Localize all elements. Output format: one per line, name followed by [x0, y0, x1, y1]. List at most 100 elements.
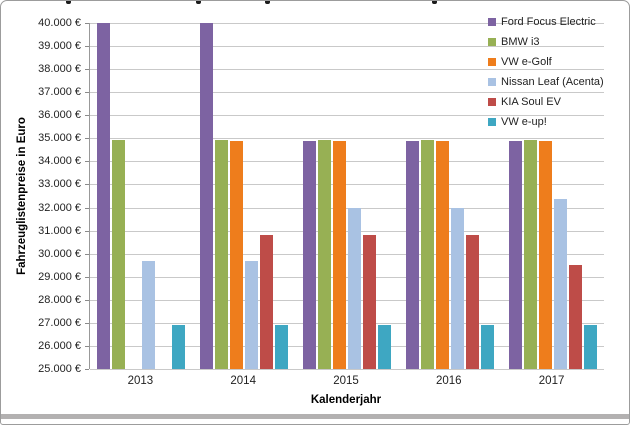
bar-nissan-leaf-acenta--2017 — [553, 199, 567, 369]
gridline — [90, 184, 604, 186]
legend-label: VW e-Golf — [501, 56, 552, 68]
gridline — [90, 161, 604, 163]
bar-bmw-i3-2016 — [420, 139, 434, 369]
bar-bmw-i3-2013 — [112, 139, 126, 369]
gridline — [90, 230, 604, 232]
legend-label: BMW i3 — [501, 36, 540, 48]
y-tick-label: 36.000 € — [38, 109, 81, 122]
legend-item: VW e-up! — [488, 116, 604, 128]
y-axis-tick — [85, 161, 89, 163]
x-tick-label-2013: 2013 — [127, 375, 154, 387]
y-axis-tick — [85, 184, 89, 186]
bar-nissan-leaf-acenta--2014 — [245, 260, 259, 369]
bar-vw-e-up--2013 — [172, 325, 186, 369]
y-axis-tick — [85, 92, 89, 94]
y-tick-label: 28.000 € — [38, 293, 81, 306]
legend-label: KIA Soul EV — [501, 96, 561, 108]
y-tick-label: 27.000 € — [38, 316, 81, 329]
cropped-title-descender — [196, 1, 201, 4]
y-tick-label: 39.000 € — [38, 40, 81, 53]
gridline — [90, 322, 604, 324]
x-tick-label-2017: 2017 — [538, 375, 565, 387]
legend-swatch-icon — [488, 58, 496, 66]
bar-vw-e-up--2017 — [583, 325, 597, 369]
gridline — [90, 23, 604, 24]
y-tick-label: 37.000 € — [38, 86, 81, 99]
bar-ford-focus-electric-2013 — [97, 23, 111, 369]
legend-item: VW e-Golf — [488, 56, 604, 68]
legend-swatch-icon — [488, 118, 496, 126]
gridline — [90, 69, 604, 71]
cropped-title-descender — [265, 1, 270, 4]
bar-kia-soul-ev-2016 — [465, 235, 479, 369]
gridline — [90, 92, 604, 94]
legend-swatch-icon — [488, 98, 496, 106]
bar-group-2015 — [296, 23, 399, 369]
bar-vw-e-up--2016 — [480, 325, 494, 369]
y-axis-tick — [85, 207, 89, 209]
y-tick-label: 38.000 € — [38, 63, 81, 76]
y-axis-tick — [85, 369, 89, 370]
bar-bmw-i3-2015 — [317, 139, 331, 369]
y-tick-label: 34.000 € — [38, 155, 81, 168]
bar-nissan-leaf-acenta--2013 — [142, 260, 156, 369]
bar-group-2017 — [501, 23, 604, 369]
gridline — [90, 299, 604, 301]
legend-label: Ford Focus Electric — [501, 16, 596, 28]
legend-label: Nissan Leaf (Acenta) — [501, 76, 604, 88]
bar-vw-e-golf-2017 — [538, 140, 552, 369]
bar-kia-soul-ev-2017 — [568, 265, 582, 369]
gridline — [90, 253, 604, 255]
legend-swatch-icon — [488, 78, 496, 86]
bar-kia-soul-ev-2014 — [260, 235, 274, 369]
bar-nissan-leaf-acenta--2016 — [450, 207, 464, 369]
gridline — [90, 369, 604, 370]
legend-item: Nissan Leaf (Acenta) — [488, 76, 604, 88]
bar-kia-soul-ev-2015 — [362, 235, 376, 369]
cropped-title-descender — [432, 1, 437, 4]
y-axis-tick — [85, 115, 89, 117]
bar-vw-e-golf-2014 — [230, 140, 244, 369]
frame-bottom-band — [1, 414, 629, 419]
cropped-title-descender — [66, 1, 71, 4]
y-tick-label: 29.000 € — [38, 270, 81, 283]
y-tick-label: 32.000 € — [38, 201, 81, 214]
gridline — [90, 138, 604, 140]
bar-group-2013 — [90, 23, 193, 369]
bar-vw-e-up--2015 — [377, 325, 391, 369]
y-axis-tick — [85, 138, 89, 140]
x-tick-label-2016: 2016 — [435, 375, 462, 387]
plot-area — [85, 23, 604, 370]
y-tick-label: 25.000 € — [38, 363, 81, 375]
legend-label: VW e-up! — [501, 116, 547, 128]
y-axis-tick — [85, 46, 89, 48]
gridline — [90, 115, 604, 117]
bar-ford-focus-electric-2015 — [302, 140, 316, 369]
bar-group-2016 — [398, 23, 501, 369]
x-axis-tick-labels: 2013 2014 2015 2016 2017 — [89, 375, 603, 387]
gridline — [90, 46, 604, 48]
legend-swatch-icon — [488, 38, 496, 46]
bar-bmw-i3-2017 — [523, 139, 537, 369]
y-axis-tick — [85, 230, 89, 232]
y-axis-tick — [85, 23, 89, 24]
bar-ford-focus-electric-2014 — [200, 23, 214, 369]
x-tick-label-2014: 2014 — [230, 375, 256, 387]
bar-groups — [90, 23, 604, 369]
x-tick-label-2015: 2015 — [333, 375, 359, 387]
y-tick-label: 26.000 € — [38, 339, 81, 352]
bar-ford-focus-electric-2017 — [508, 140, 522, 369]
x-axis-title: Kalenderjahr — [310, 394, 382, 406]
y-tick-label: 31.000 € — [38, 224, 81, 237]
bar-group-2014 — [193, 23, 296, 369]
y-axis-tick — [85, 299, 89, 301]
bar-bmw-i3-2014 — [215, 139, 229, 369]
y-axis-tick — [85, 322, 89, 324]
legend-swatch-icon — [488, 18, 496, 26]
y-tick-label: 30.000 € — [38, 247, 81, 260]
bar-vw-e-up--2014 — [275, 325, 289, 369]
bar-ford-focus-electric-2016 — [405, 140, 419, 369]
bar-vw-e-golf-2016 — [435, 140, 449, 369]
y-axis-tick — [85, 253, 89, 255]
